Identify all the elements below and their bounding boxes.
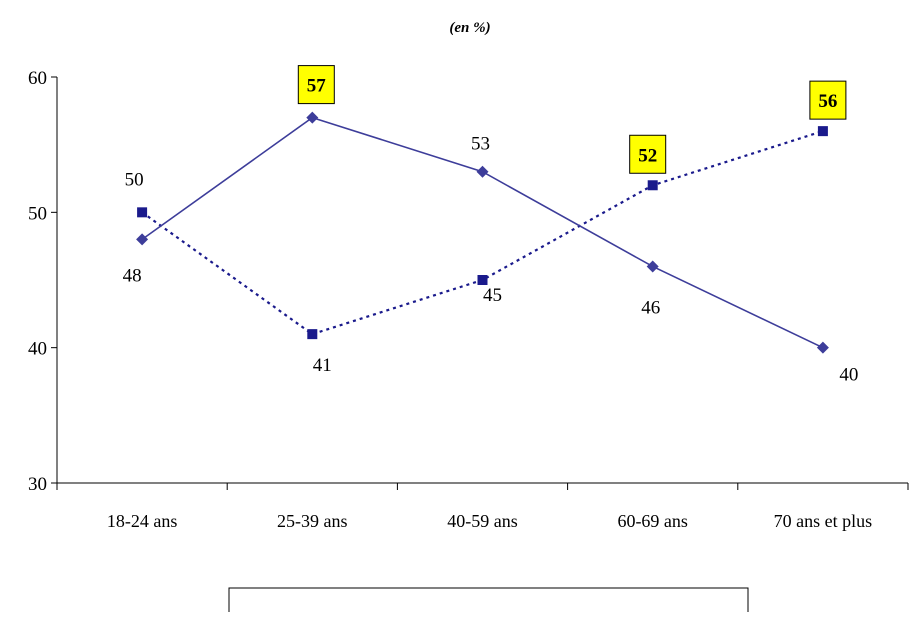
y-tick-label: 40 [28,339,47,360]
legend-box [228,587,749,617]
series-1-point [477,275,488,285]
data-label: 48 [123,265,142,286]
x-tick-label: 25-39 ans [277,511,348,531]
data-labels: 50 41 45 52 56 48 57 53 46 40 [123,65,858,386]
data-label: 57 [307,76,327,97]
axes: 30 40 50 60 18-24 ans 25-39 ans 40-59 ans 60-69… [28,68,909,531]
x-tick-label: 18-24 ans [107,511,178,531]
data-label: 40 [839,365,858,386]
y-tick-label: 30 [28,474,47,495]
x-tick-label: 40-59 ans [447,511,518,531]
data-label: 41 [313,355,332,376]
highlight-box [297,65,335,105]
x-tick-label: 60-69 ans [617,511,688,531]
series-2-point [646,260,659,273]
y-tick-label: 60 [28,68,47,89]
series-1-point [817,126,828,137]
data-label: 45 [483,285,502,306]
series-2-point [476,165,489,178]
series-2-point [136,233,149,246]
series-1-point [137,207,148,218]
x-tick-label: 70 ans et plus [774,511,873,531]
highlight-box [629,134,667,174]
y-tick-label: 50 [28,203,47,224]
data-label: 56 [818,91,837,112]
legend: Plutôt adaptésPlutôt pas adaptés [228,587,749,617]
highlight-box [809,80,847,120]
series-1-point [307,329,318,340]
series-2-point [816,341,829,354]
chart-subtitle: (en %) [449,20,490,36]
series-1-point [647,180,658,191]
data-label: 46 [641,297,660,318]
data-label: 52 [638,145,657,166]
data-label: 53 [471,134,490,155]
series-2-point [306,111,319,124]
data-label: 50 [125,169,144,190]
series-layer [136,111,829,354]
